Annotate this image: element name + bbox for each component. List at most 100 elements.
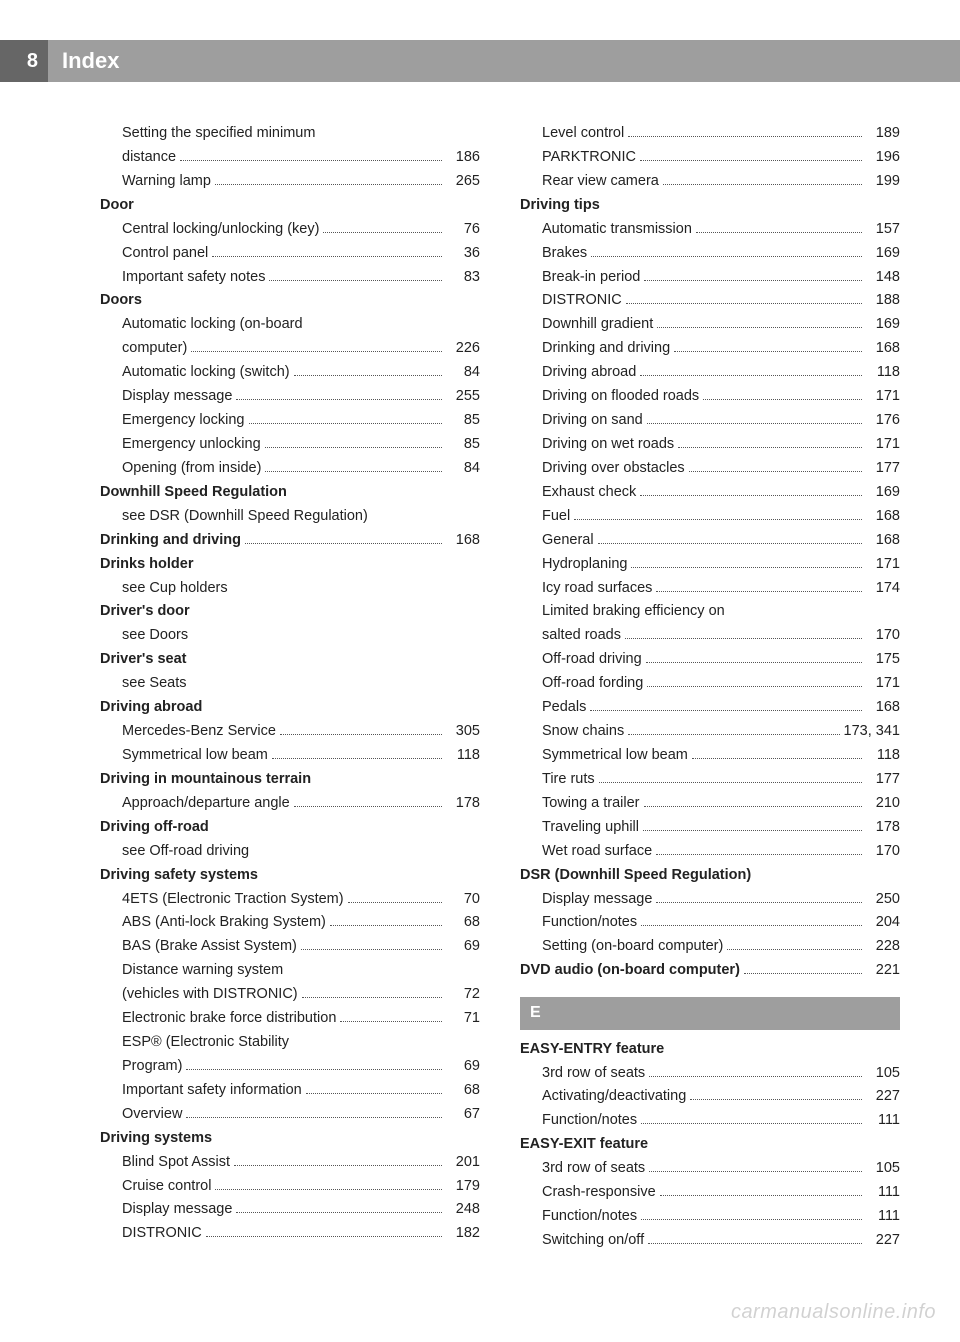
index-entry: EASY-EXIT feature xyxy=(520,1133,900,1157)
dot-leader xyxy=(641,1123,862,1124)
index-entry-page: 76 xyxy=(446,218,480,242)
index-entry: Display message255 xyxy=(100,385,480,409)
index-entry: Automatic locking (on-board xyxy=(100,313,480,337)
index-entry: Overview67 xyxy=(100,1103,480,1127)
dot-leader xyxy=(646,662,862,663)
index-entry-label: BAS (Brake Assist System) xyxy=(122,935,297,959)
dot-leader xyxy=(656,854,862,855)
index-entry-label: Important safety information xyxy=(122,1079,302,1103)
index-entry-label: Opening (from inside) xyxy=(122,457,261,481)
page-title: Index xyxy=(48,40,960,82)
dot-leader xyxy=(678,447,862,448)
index-entry-page: 178 xyxy=(446,792,480,816)
index-entry: Traveling uphill178 xyxy=(520,816,900,840)
index-entry-page: 177 xyxy=(866,457,900,481)
index-entry-label: Overview xyxy=(122,1103,182,1127)
dot-leader xyxy=(265,471,442,472)
dot-leader xyxy=(641,1219,862,1220)
index-entry: Driver's seat xyxy=(100,648,480,672)
index-entry-page: 85 xyxy=(446,409,480,433)
index-entry-page: 221 xyxy=(866,959,900,983)
index-entry-page: 177 xyxy=(866,768,900,792)
dot-leader xyxy=(234,1165,442,1166)
index-entry: Automatic transmission157 xyxy=(520,218,900,242)
dot-leader xyxy=(590,710,862,711)
dot-leader xyxy=(294,375,442,376)
index-entry-label: computer) xyxy=(122,337,187,361)
index-entry: Drinks holder xyxy=(100,553,480,577)
index-entry-page: 168 xyxy=(866,505,900,529)
index-entry: Driving systems xyxy=(100,1127,480,1151)
index-entry-label: see Seats xyxy=(122,672,187,696)
index-entry: Warning lamp265 xyxy=(100,170,480,194)
index-entry-label: Snow chains xyxy=(542,720,624,744)
index-entry-page: 105 xyxy=(866,1157,900,1181)
index-entry-label: ABS (Anti-lock Braking System) xyxy=(122,911,326,935)
index-entry-page: 169 xyxy=(866,481,900,505)
index-entry-page: 118 xyxy=(866,361,900,385)
dot-leader xyxy=(640,495,862,496)
index-entry-label: Driver's seat xyxy=(100,648,186,672)
index-entry-page: 69 xyxy=(446,935,480,959)
index-entry-page: 148 xyxy=(866,266,900,290)
index-entry: Driving on flooded roads171 xyxy=(520,385,900,409)
dot-leader xyxy=(663,184,862,185)
dot-leader xyxy=(340,1021,442,1022)
index-entry-page: 169 xyxy=(866,313,900,337)
index-entry: DISTRONIC182 xyxy=(100,1222,480,1246)
index-entry-label: Driving in mountainous terrain xyxy=(100,768,311,792)
index-entry: Driving abroad118 xyxy=(520,361,900,385)
index-entry: Icy road surfaces174 xyxy=(520,577,900,601)
index-entry-label: Fuel xyxy=(542,505,570,529)
index-entry-label: see Cup holders xyxy=(122,577,228,601)
dot-leader xyxy=(644,806,862,807)
index-entry-label: Drinks holder xyxy=(100,553,193,577)
dot-leader xyxy=(640,375,862,376)
index-entry-label: Drinking and driving xyxy=(100,529,241,553)
index-entry-label: EASY-ENTRY feature xyxy=(520,1038,664,1062)
index-entry-label: Driving on sand xyxy=(542,409,643,433)
index-entry-page: 250 xyxy=(866,888,900,912)
index-entry-page: 168 xyxy=(866,529,900,553)
index-entry-label: (vehicles with DISTRONIC) xyxy=(122,983,298,1007)
index-entry: Off-road driving175 xyxy=(520,648,900,672)
dot-leader xyxy=(641,925,862,926)
index-entry-label: Limited braking efficiency on xyxy=(542,600,725,624)
index-entry-page: 72 xyxy=(446,983,480,1007)
left-column: Setting the specified minimumdistance186… xyxy=(100,122,480,1253)
index-entry-page: 157 xyxy=(866,218,900,242)
dot-leader xyxy=(598,543,862,544)
index-entry-label: Driving abroad xyxy=(100,696,202,720)
dot-leader xyxy=(215,1189,442,1190)
index-entry: Driving in mountainous terrain xyxy=(100,768,480,792)
index-entry-page: 69 xyxy=(446,1055,480,1079)
index-entry-label: Driving over obstacles xyxy=(542,457,685,481)
index-entry-page: 68 xyxy=(446,911,480,935)
index-entry: Program)69 xyxy=(100,1055,480,1079)
index-entry: Symmetrical low beam118 xyxy=(520,744,900,768)
dot-leader xyxy=(323,232,442,233)
dot-leader xyxy=(215,184,442,185)
index-entry: computer)226 xyxy=(100,337,480,361)
dot-leader xyxy=(186,1117,442,1118)
index-entry: Function/notes111 xyxy=(520,1205,900,1229)
index-entry: Driving tips xyxy=(520,194,900,218)
index-entry-page: 84 xyxy=(446,361,480,385)
index-entry-label: Function/notes xyxy=(542,911,637,935)
index-entry-label: Control panel xyxy=(122,242,208,266)
index-entry-page: 168 xyxy=(446,529,480,553)
index-entry-page: 71 xyxy=(446,1007,480,1031)
index-entry: Drinking and driving 168 xyxy=(100,529,480,553)
index-entry: Crash-responsive111 xyxy=(520,1181,900,1205)
index-entry: Setting the specified minimum xyxy=(100,122,480,146)
index-entry-label: Crash-responsive xyxy=(542,1181,656,1205)
dot-leader xyxy=(689,471,862,472)
index-entry-label: Important safety notes xyxy=(122,266,265,290)
index-entry-page: 173, 341 xyxy=(844,720,900,744)
index-entry: Tire ruts177 xyxy=(520,768,900,792)
index-entry-page: 168 xyxy=(866,337,900,361)
index-entry: see Doors xyxy=(100,624,480,648)
index-entry-page: 227 xyxy=(866,1229,900,1253)
index-entry-label: Pedals xyxy=(542,696,586,720)
dot-leader xyxy=(245,543,442,544)
